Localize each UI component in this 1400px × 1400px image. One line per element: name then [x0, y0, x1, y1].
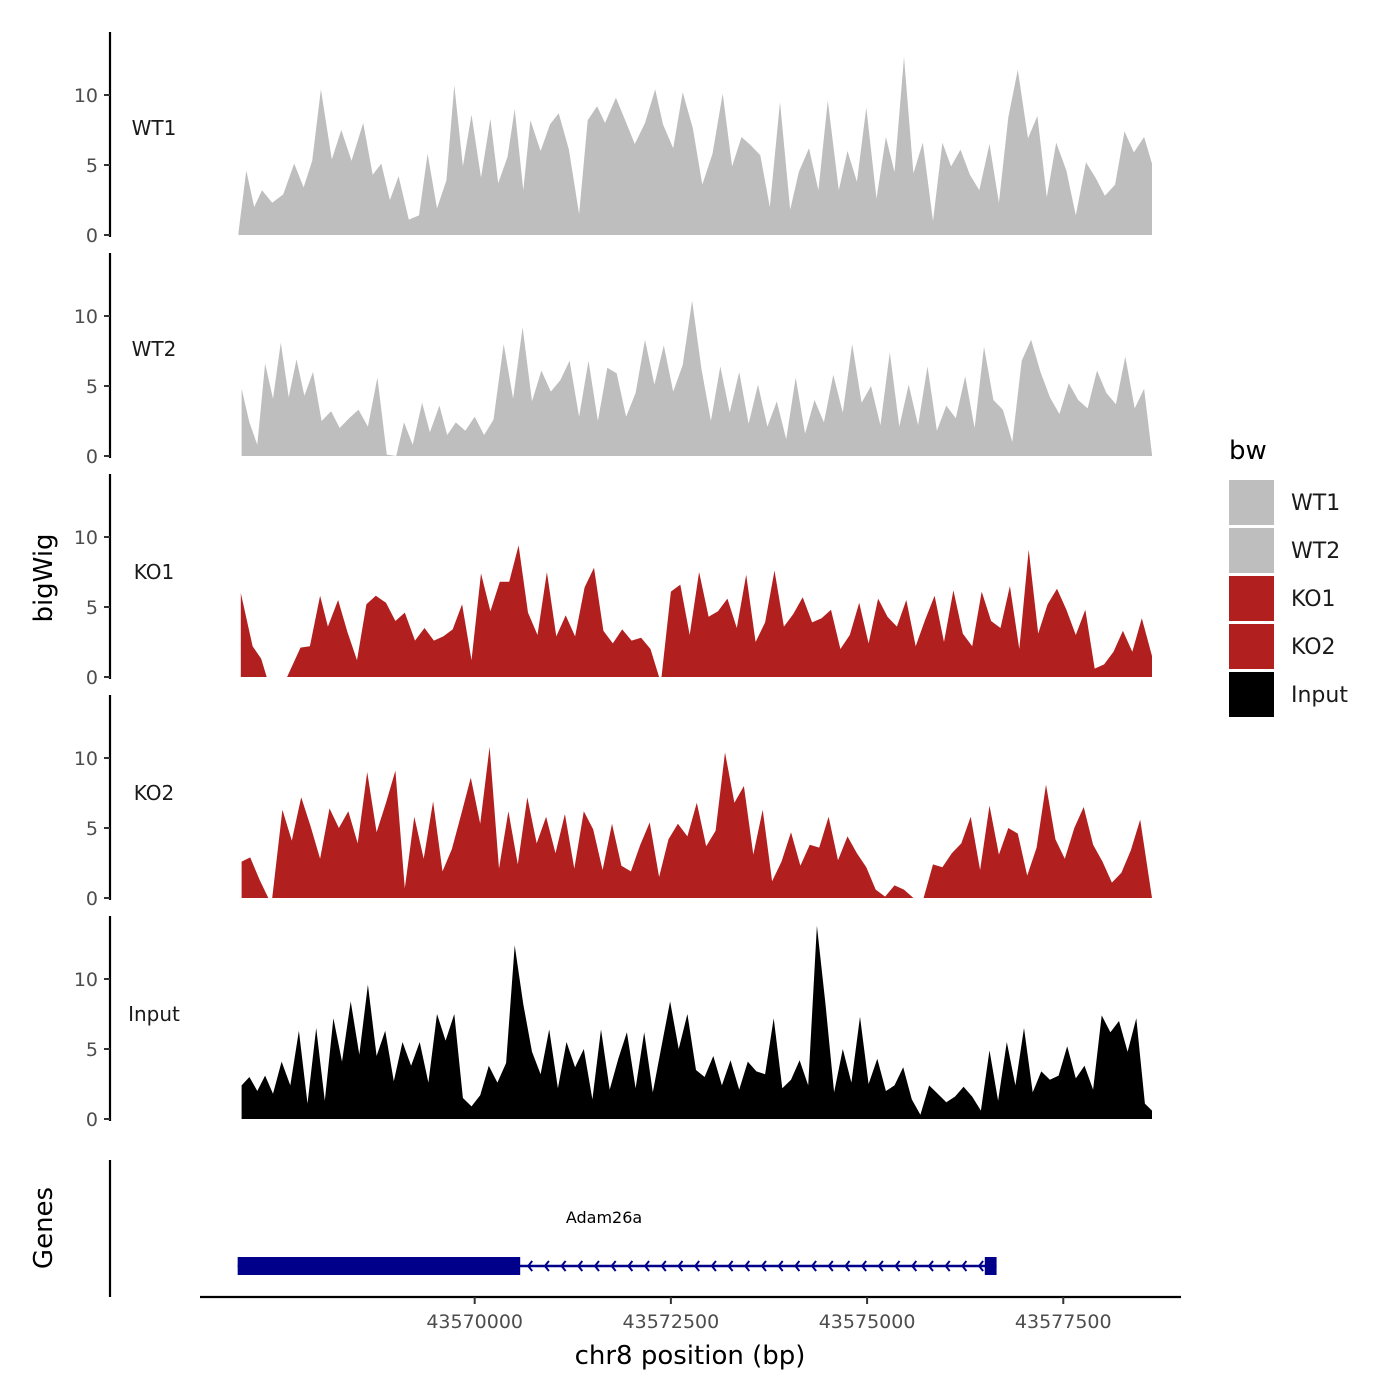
track-wt2: 0 5 10 WT2 — [74, 253, 1153, 468]
strand-arrow — [827, 1260, 834, 1272]
track-input: 0 5 10 Input — [74, 916, 1153, 1131]
strand-arrow — [526, 1260, 533, 1272]
genes-panel: Adam26a — [108, 1160, 997, 1297]
area-ko1 — [240, 593, 267, 677]
track-label: Input — [128, 1002, 180, 1026]
area-ko1 — [661, 549, 1152, 677]
track-panels: 0 5 10 WT1 0 5 10 WT2 0 5 10 KO1 0 5 10 KO2 0 5 10 Input — [74, 32, 1153, 1131]
area-ko2 — [272, 746, 923, 898]
y-tick-label: 0 — [86, 446, 98, 468]
legend-key-ko2 — [1229, 624, 1274, 669]
track-label: WT1 — [132, 116, 177, 140]
legend-label-ko1: KO1 — [1291, 587, 1336, 612]
strand-arrow — [593, 1260, 600, 1272]
y-tick-label: 5 — [86, 1039, 98, 1061]
strand-arrow — [977, 1260, 984, 1272]
legend-key-wt1 — [1229, 480, 1274, 525]
y-axis-title: bigWig — [29, 533, 59, 622]
strand-arrow — [543, 1260, 550, 1272]
x-tick-label: 43575000 — [819, 1311, 916, 1333]
legend-title: bw — [1229, 436, 1267, 466]
strand-arrow — [643, 1260, 650, 1272]
y-tick-label: 10 — [74, 306, 98, 328]
y-tick-label: 0 — [86, 888, 98, 910]
track-label: WT2 — [132, 337, 177, 361]
y-tick-label: 0 — [86, 225, 98, 247]
gene-exon — [237, 1257, 521, 1275]
strand-arrow — [961, 1260, 968, 1272]
strand-arrow — [877, 1260, 884, 1272]
strand-arrow — [844, 1260, 851, 1272]
gene-exon — [984, 1257, 997, 1275]
legend-label-input: Input — [1291, 683, 1348, 708]
track-wt1: 0 5 10 WT1 — [74, 32, 1152, 247]
track-ko1: 0 5 10 KO1 — [74, 474, 1152, 689]
track-label: KO1 — [134, 560, 175, 584]
legend-key-wt2 — [1229, 528, 1274, 573]
legend-label-ko2: KO2 — [1291, 635, 1336, 660]
strand-arrow — [794, 1260, 801, 1272]
strand-arrow — [860, 1260, 867, 1272]
area-input — [241, 925, 1153, 1119]
area-ko2 — [241, 857, 269, 898]
y-tick-label: 10 — [74, 748, 98, 770]
y-tick-label: 5 — [86, 155, 98, 177]
strand-arrow — [610, 1260, 617, 1272]
strand-arrow — [944, 1260, 951, 1272]
legend: bw WT1 WT2 KO1 KO2 Input — [1229, 436, 1348, 717]
legend-key-ko1 — [1229, 576, 1274, 621]
strand-arrow — [894, 1260, 901, 1272]
strand-arrow — [911, 1260, 918, 1272]
strand-arrow — [560, 1260, 567, 1272]
x-tick-label: 43572500 — [623, 1311, 720, 1333]
y-tick-label: 5 — [86, 376, 98, 398]
strand-arrow — [577, 1260, 584, 1272]
area-wt2 — [241, 300, 1153, 456]
strand-arrow — [677, 1260, 684, 1272]
strand-arrow — [660, 1260, 667, 1272]
legend-label-wt1: WT1 — [1291, 491, 1340, 516]
track-label: KO2 — [134, 781, 175, 805]
gene-model: Adam26a — [237, 1208, 997, 1275]
strand-arrow — [744, 1260, 751, 1272]
x-axis: 43570000 43572500 43575000 43577500 — [200, 1295, 1181, 1333]
y-tick-label: 10 — [74, 969, 98, 991]
strand-arrow — [760, 1260, 767, 1272]
strand-arrow — [693, 1260, 700, 1272]
y-tick-label: 5 — [86, 597, 98, 619]
area-ko1 — [287, 545, 660, 677]
legend-key-input — [1229, 672, 1274, 717]
area-wt1 — [238, 57, 1152, 236]
x-tick-label: 43570000 — [426, 1311, 523, 1333]
strand-arrow — [810, 1260, 817, 1272]
y-tick-label: 10 — [74, 85, 98, 107]
strand-arrow — [777, 1260, 784, 1272]
strand-arrow — [710, 1260, 717, 1272]
y-tick-label: 0 — [86, 667, 98, 689]
track-ko2: 0 5 10 KO2 — [74, 695, 1152, 910]
x-tick-label: 43577500 — [1015, 1311, 1112, 1333]
strand-arrow — [727, 1260, 734, 1272]
x-axis-title: chr8 position (bp) — [575, 1341, 806, 1371]
legend-label-wt2: WT2 — [1291, 539, 1340, 564]
strand-arrow — [627, 1260, 634, 1272]
y-tick-label: 10 — [74, 527, 98, 549]
area-ko2 — [923, 784, 1152, 898]
strand-arrow — [927, 1260, 934, 1272]
gene-name-label: Adam26a — [566, 1208, 642, 1227]
y-tick-label: 0 — [86, 1109, 98, 1131]
genes-axis-title: Genes — [29, 1187, 59, 1269]
y-tick-label: 5 — [86, 818, 98, 840]
